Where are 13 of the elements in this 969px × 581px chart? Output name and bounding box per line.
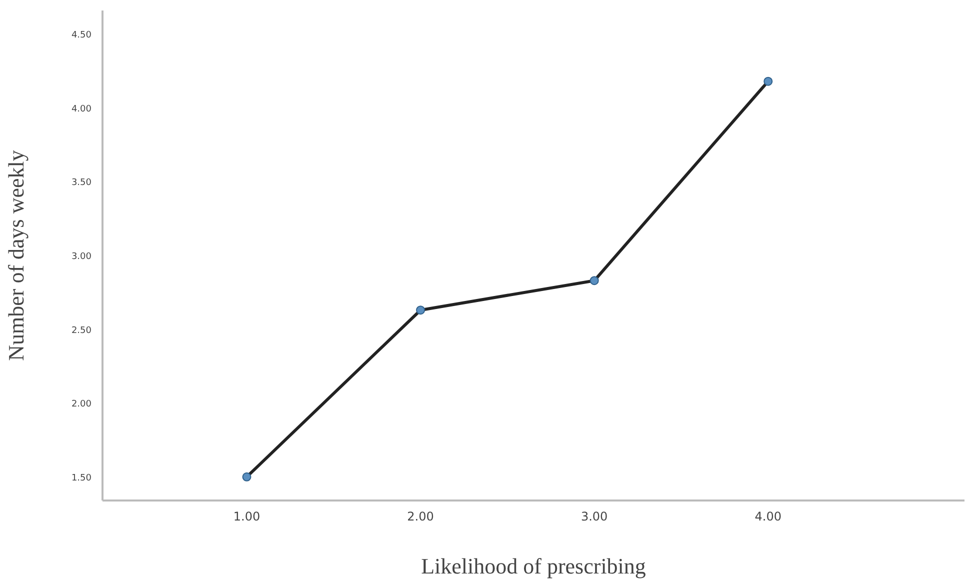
y-tick-label: 1.50 xyxy=(71,473,92,484)
x-axis-title: Likelihood of prescribing xyxy=(421,554,646,578)
y-tick-label: 2.50 xyxy=(71,326,92,336)
y-tick-label: 4.50 xyxy=(71,30,92,41)
x-tick-label: 1.00 xyxy=(233,510,260,524)
y-tick-label: 4.00 xyxy=(71,104,92,114)
x-tick-label: 3.00 xyxy=(580,510,608,524)
y-tick-label: 2.00 xyxy=(71,400,92,410)
x-tick-label: 4.00 xyxy=(754,510,782,524)
x-tick-label: 2.00 xyxy=(407,510,434,524)
y-tick-label: 3.00 xyxy=(71,252,92,262)
y-axis-title: Number of days weekly xyxy=(3,150,28,361)
y-tick-label: 3.50 xyxy=(71,178,92,188)
